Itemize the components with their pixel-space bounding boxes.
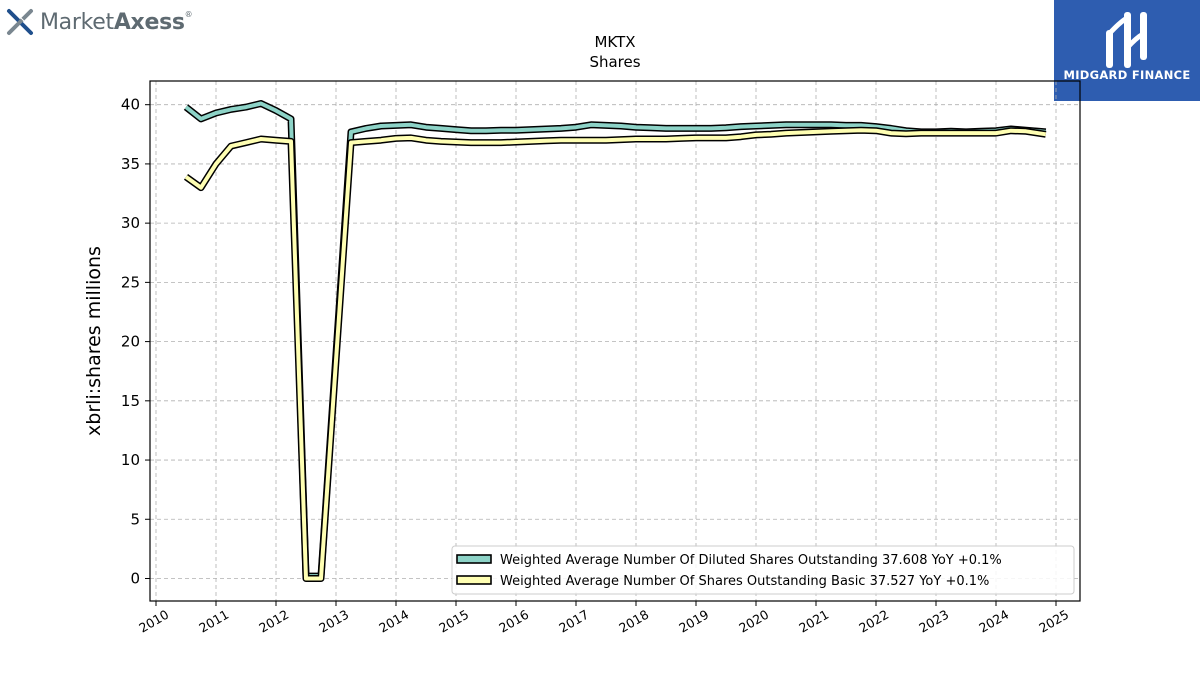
y-tick-label: 40 [121,96,140,114]
y-tick-label: 35 [121,155,140,173]
legend: Weighted Average Number Of Diluted Share… [451,545,1075,595]
wordmark-axess: Axess [113,9,185,35]
x-tick-label: 2020 [736,607,771,636]
midgard-monogram-icon [1106,12,1147,68]
series-line [184,128,1047,581]
y-axis-label: xbrli:shares millions [83,246,105,436]
x-tick-label: 2019 [676,607,711,636]
x-tick-label: 2024 [976,607,1011,636]
x-tick-label: 2010 [136,607,171,636]
legend-swatch [456,575,492,585]
x-tick-label: 2012 [256,607,291,636]
series-line-outline [183,126,1047,582]
x-tick-label: 2014 [376,607,411,636]
series-basic [183,126,1047,582]
x-tick-label: 2021 [796,607,831,636]
series-line [184,101,1046,579]
y-tick-label: 15 [121,392,140,410]
chart-subtitle: Shares [589,53,641,71]
y-axis: 0 5 10 15 20 25 30 35 40 [121,96,150,587]
series-layer [183,100,1047,582]
legend-label: Weighted Average Number Of Diluted Share… [500,553,1002,568]
y-tick-label: 25 [121,273,140,291]
x-tick-label: 2011 [196,607,231,636]
x-tick-label: 2013 [316,607,351,636]
x-tick-label: 2018 [616,607,651,636]
y-tick-label: 5 [130,510,140,528]
y-tick-label: 20 [121,333,140,351]
x-tick-label: 2023 [916,607,951,636]
midgard-brand-text: MIDGARD FINANCE [1063,68,1191,82]
y-tick-label: 0 [130,569,140,587]
chart-title: MKTX [594,33,636,51]
marketaxess-wordmark: MarketAxess® [40,9,193,35]
plot-frame [149,80,1081,602]
x-tick-label: 2017 [556,607,591,636]
marketaxess-logo: MarketAxess® [6,4,193,40]
wordmark-market: Market [40,9,114,35]
series-diluted [183,100,1047,580]
x-tick-label: 2025 [1036,607,1071,636]
x-tick-label: 2022 [856,607,891,636]
x-tick-label: 2015 [436,607,471,636]
legend-label: Weighted Average Number Of Shares Outsta… [500,574,989,589]
midgard-finance-logo: MIDGARD FINANCE [1054,0,1200,101]
y-tick-label: 30 [121,214,140,232]
marketaxess-x-icon [7,9,33,35]
legend-box [451,545,1075,595]
registered-mark: ® [184,9,193,19]
series-line-outline [183,100,1047,580]
x-tick-label: 2016 [496,607,531,636]
y-tick-label: 10 [121,451,140,469]
x-axis: 2010 2011 2012 2013 2014 2015 2016 2017 2018 2019… [136,601,1071,636]
legend-swatch [456,554,492,564]
